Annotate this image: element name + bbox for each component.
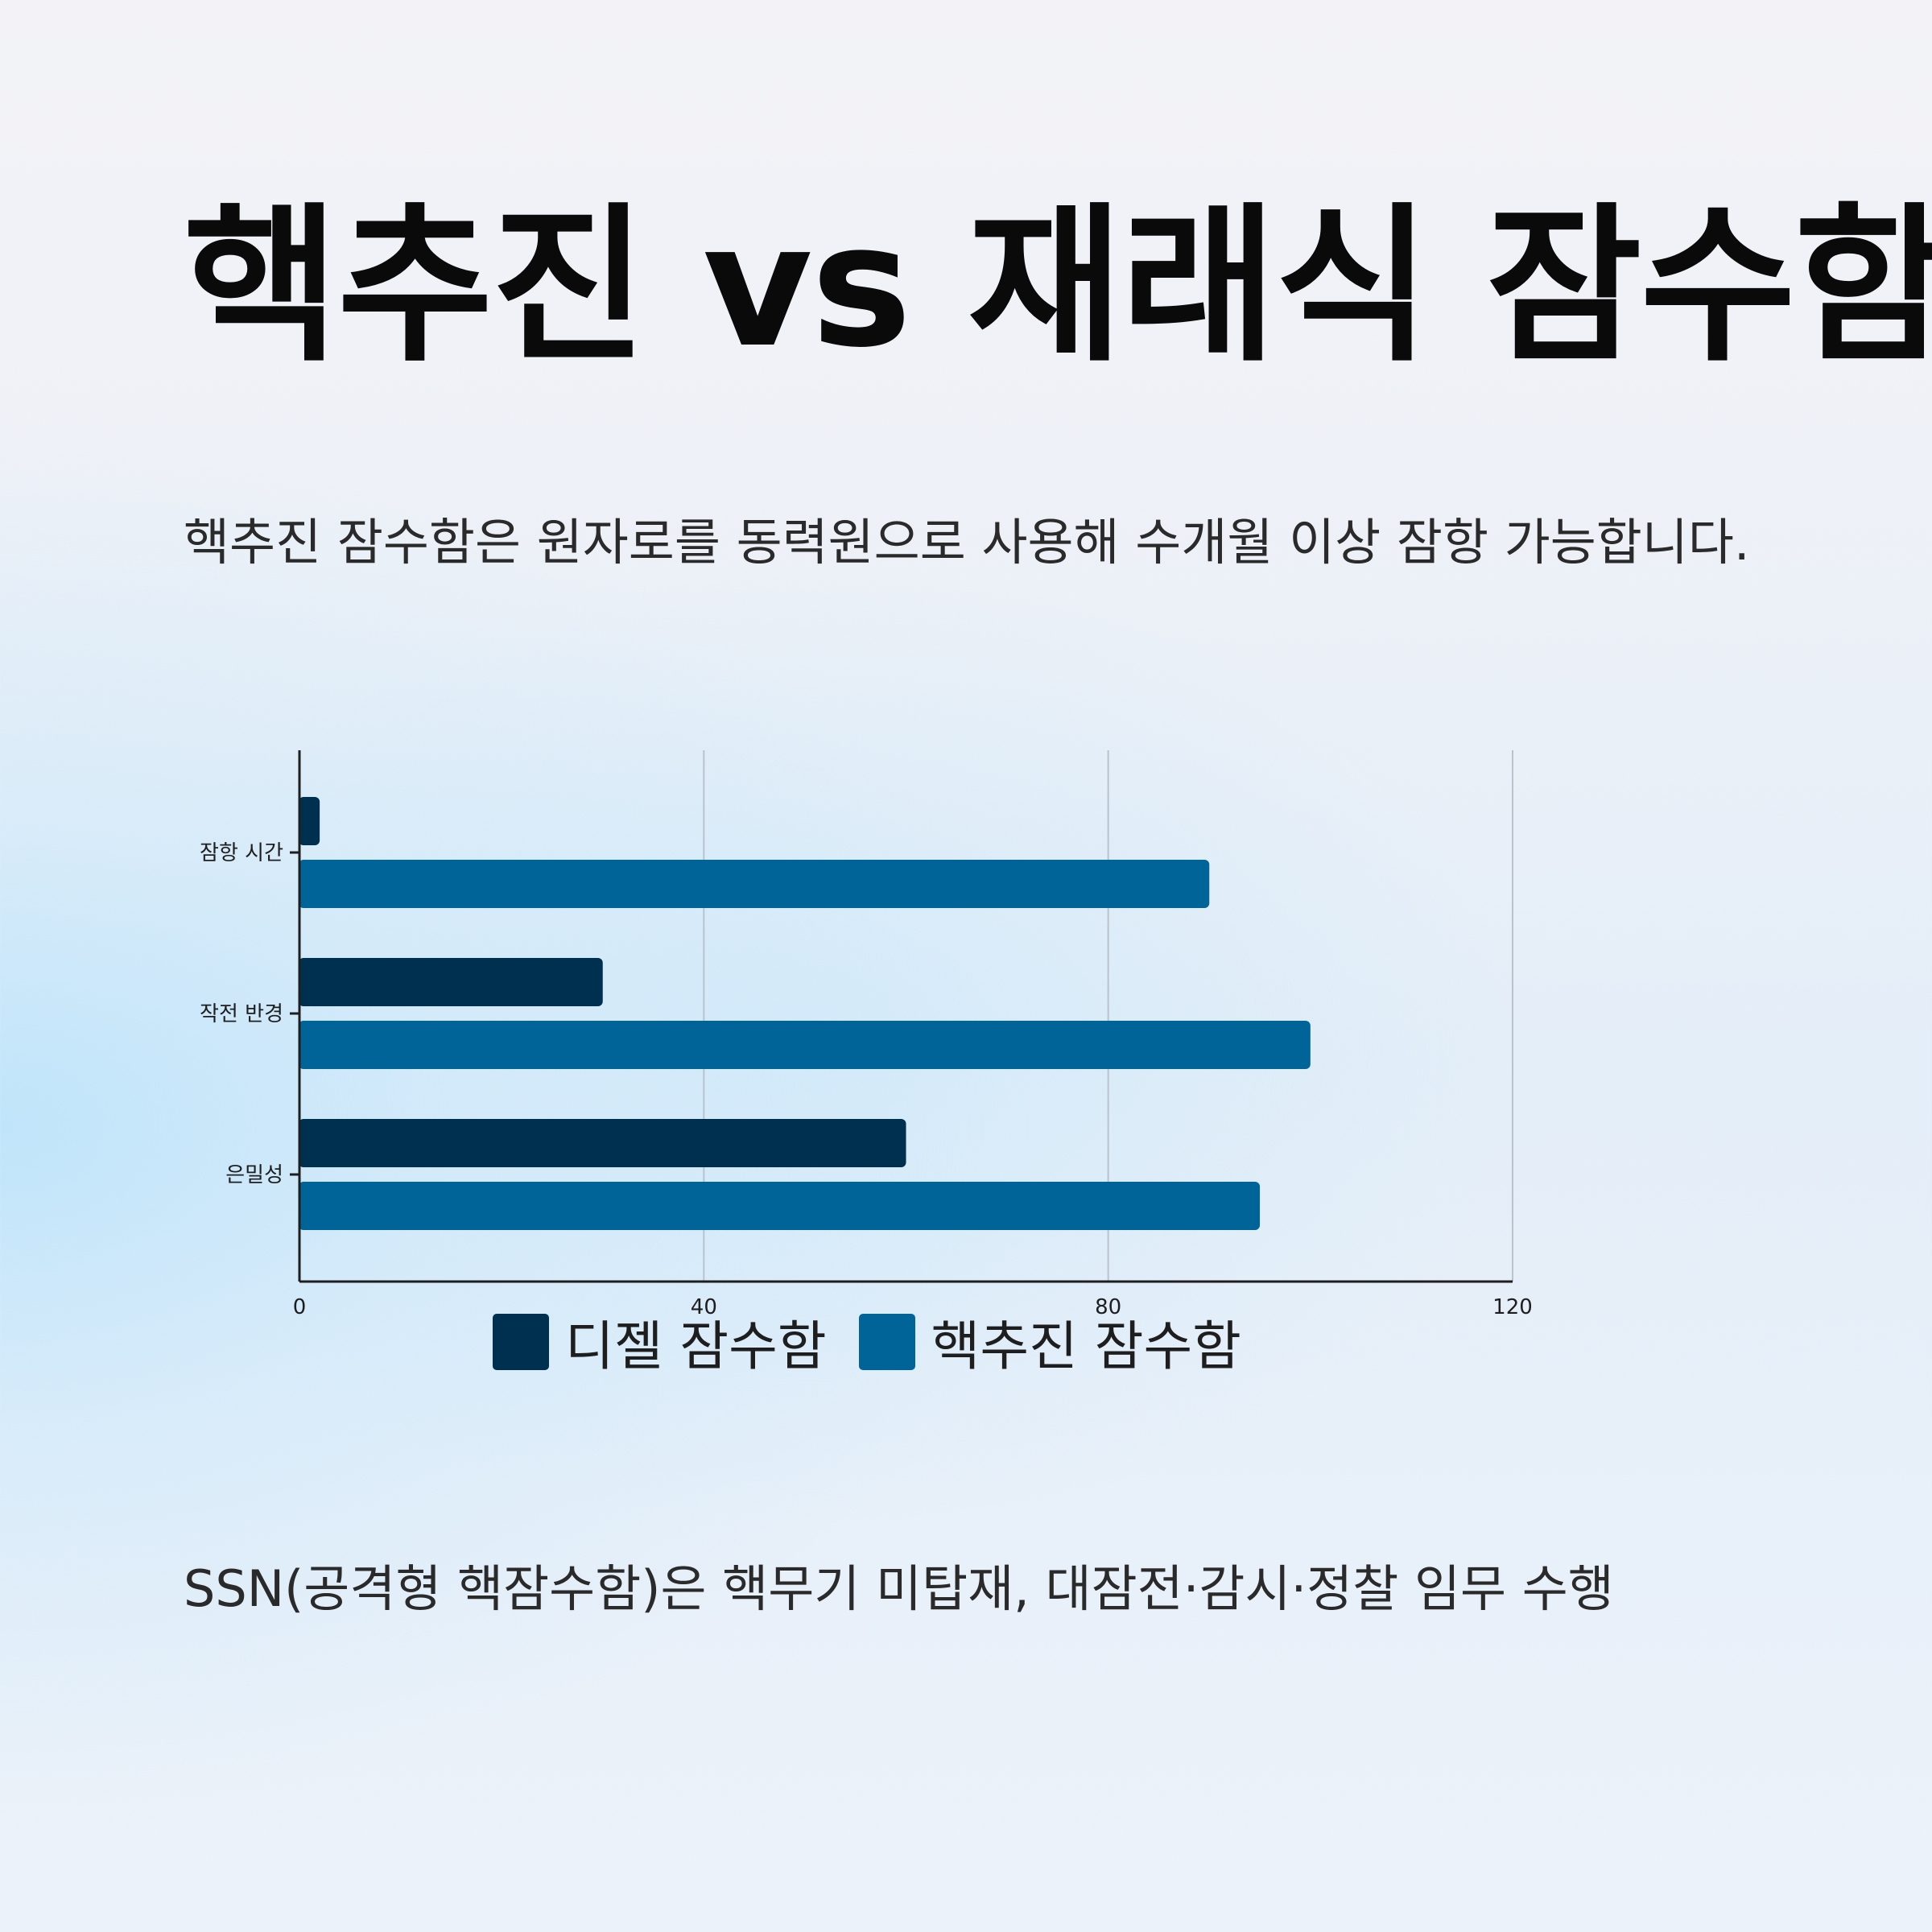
y-tick-label: 잠항 시간: [200, 841, 283, 865]
bar: [299, 1182, 1261, 1230]
x-tick-label: 40: [691, 1295, 717, 1319]
legend-label-diesel: 디젤 잠수함: [565, 1315, 827, 1377]
legend-swatch-diesel: [493, 1314, 549, 1370]
x-tick-label: 80: [1095, 1295, 1121, 1319]
x-tick-label: 0: [293, 1295, 307, 1319]
axes: [298, 750, 1513, 1283]
legend-label-nuclear: 핵추진 잠수함: [931, 1315, 1241, 1377]
bar: [299, 958, 603, 1006]
bars: [299, 797, 1311, 1230]
legend-item-nuclear: 핵추진 잠수함: [858, 1303, 1241, 1381]
intro-text: 핵추진 잠수함은 원자로를 동력원으로 사용해 수개월 이상 잠항 가능합니다.: [184, 513, 1750, 572]
bar: [299, 797, 320, 845]
bar: [299, 1119, 906, 1167]
bar: [299, 1021, 1311, 1069]
x-tick-label: 120: [1492, 1295, 1533, 1319]
chart-legend: 디젤 잠수함 핵추진 잠수함: [493, 1307, 1274, 1377]
legend-swatch-nuclear: [858, 1314, 915, 1370]
y-tick-label: 은밀성: [225, 1163, 283, 1187]
page-title: 핵추진 vs 재래식 잠수함: [184, 188, 1932, 385]
footer-text: SSN(공격형 핵잠수함)은 핵무기 미탑재, 대잠전·감시·정찰 임무 수행: [184, 1559, 1614, 1618]
bar: [299, 860, 1210, 908]
y-tick-label: 작전 반경: [200, 1002, 283, 1026]
legend-item-diesel: 디젤 잠수함: [493, 1303, 827, 1381]
